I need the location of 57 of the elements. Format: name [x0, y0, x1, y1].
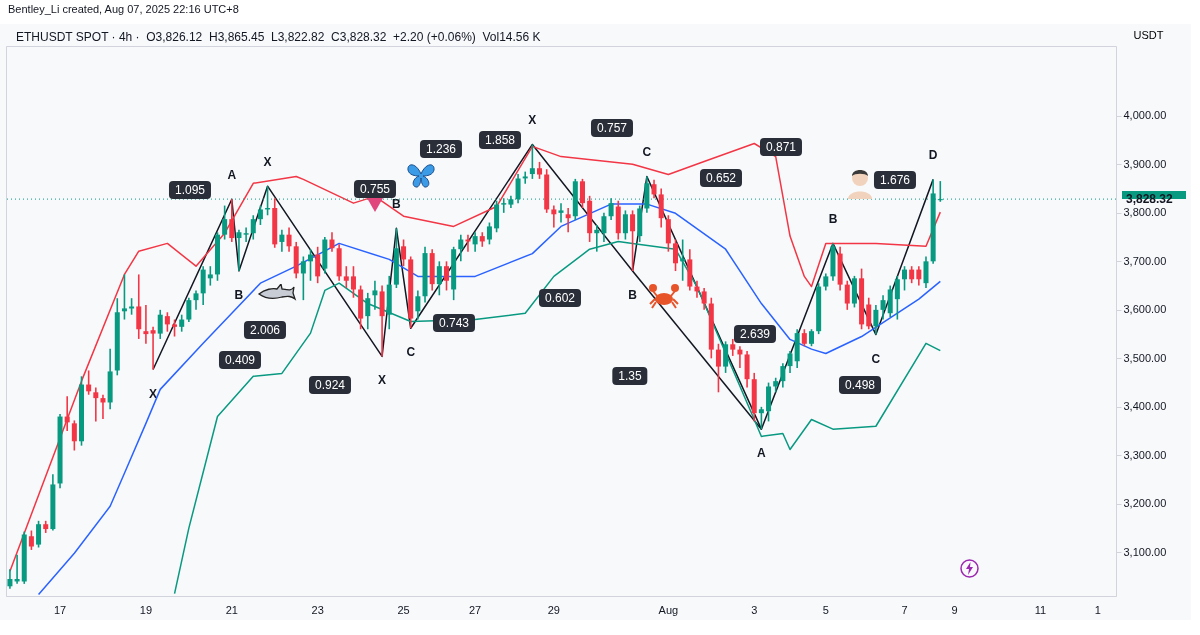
x-tick-label: 21 [225, 603, 238, 616]
data-label: X [378, 373, 387, 388]
y-tick-label: 3,700.00 [1123, 254, 1167, 267]
y-tick-label: 3,900.00 [1123, 157, 1167, 170]
data-label: B [392, 197, 402, 212]
data-label: X [149, 386, 158, 401]
chart-subtitle: ETHUSDT SPOT · 4h · O3,826.12 H3,865.45 L3,822.82 C3,828.32 +2.20 (+0.06%) Vol14.56 K [16, 30, 541, 44]
x-tick-label: 7 [901, 603, 908, 616]
annotation: 0.602 [538, 289, 582, 307]
x-tick-label: 5 [822, 603, 829, 616]
annotation: 0.871 [759, 138, 803, 156]
annotation: 1.095 [168, 181, 212, 199]
annotation: 0.409 [218, 351, 262, 369]
x-tick-label: 3 [751, 603, 758, 616]
x-tick-label: 19 [139, 603, 153, 616]
x-tick-label: 9 [951, 603, 958, 616]
x-tick-label: 17 [53, 603, 67, 616]
y-tick-label: 3,400.00 [1123, 400, 1167, 413]
y-tick-label: 3,600.00 [1123, 303, 1167, 316]
y-tick-label: 3,100.00 [1123, 545, 1167, 558]
data-label: C [642, 145, 652, 160]
annotation: 0.743 [432, 314, 476, 332]
x-tick-label: 25 [397, 603, 410, 616]
x-tick-label: 29 [547, 603, 560, 616]
data-label: A [227, 168, 237, 183]
annotation: 2.639 [733, 325, 777, 343]
data-label: B [628, 288, 638, 303]
annotation: 2.006 [243, 321, 287, 339]
annotation: 0.924 [308, 376, 352, 394]
y-tick-label: 3,300.00 [1123, 448, 1167, 461]
y-tick-label: 3,800.00 [1123, 206, 1167, 219]
data-label: C [871, 351, 881, 366]
annotation: 1.858 [478, 131, 522, 149]
annotation: 0.755 [353, 180, 397, 198]
data-label: X [263, 155, 272, 170]
y-tick-label: 3,500.00 [1123, 351, 1167, 364]
annotation: 1.676 [873, 171, 917, 189]
x-tick-label: 23 [311, 603, 324, 616]
data-label: X [528, 113, 537, 128]
y-tick-label: 3,200.00 [1123, 497, 1167, 510]
y-axis-title: USDT [1133, 28, 1164, 41]
data-label: C [406, 345, 416, 360]
data-label: A [757, 446, 767, 461]
annotation: 1.236 [419, 140, 463, 158]
chart-title: Bentley_Li created, Aug 07, 2025 22:16 UTC+8 [8, 3, 239, 15]
annotation: 0.757 [590, 119, 634, 137]
data-label: B [828, 212, 838, 227]
data-label: B [234, 288, 244, 303]
data-label: D [928, 148, 938, 163]
y-tick-label: 4,000.00 [1123, 109, 1167, 122]
x-tick-label: 27 [468, 603, 482, 616]
annotation: 0.652 [699, 169, 743, 187]
x-tick-label: Aug [658, 603, 679, 616]
annotation: 1.35 [612, 367, 648, 385]
x-tick-label: 1 [1094, 603, 1101, 616]
x-tick-label: 11 [1034, 603, 1047, 616]
annotation: 0.498 [838, 376, 882, 394]
